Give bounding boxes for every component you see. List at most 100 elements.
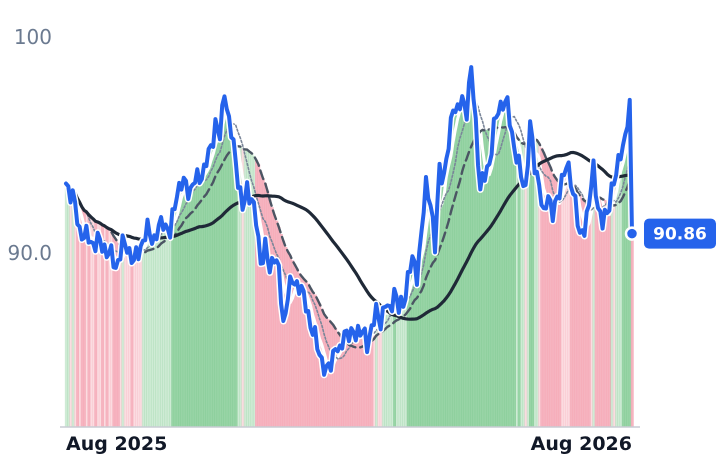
up-band-bar: [191, 184, 195, 427]
up-band-bar: [250, 153, 254, 427]
down-band-bar: [128, 248, 132, 427]
up-band-bar: [510, 128, 514, 427]
up-band-bar: [621, 145, 625, 427]
up-band-bar: [485, 129, 489, 427]
down-band-bar: [553, 177, 557, 427]
up-band-bar: [406, 271, 410, 427]
ma-dashed-line: [64, 125, 634, 349]
last-value-badge: [644, 218, 716, 249]
up-band-bar: [429, 205, 433, 427]
up-band-bar: [184, 180, 188, 427]
up-band-bar: [490, 129, 494, 427]
up-band-bar: [420, 231, 424, 427]
up-band-bar: [440, 183, 444, 427]
up-band-bar: [610, 183, 614, 427]
up-band-bar: [198, 183, 202, 427]
up-band-bar: [517, 139, 521, 427]
up-band-bar: [64, 183, 68, 427]
up-band-bar: [189, 187, 193, 427]
up-band-bar: [454, 112, 458, 427]
up-band-bar: [411, 256, 415, 427]
up-band-bar: [150, 243, 154, 427]
up-band-bar: [626, 126, 630, 428]
down-band-bar: [572, 184, 575, 427]
up-band-bar: [522, 143, 526, 427]
down-band-bar: [542, 152, 546, 427]
down-band-bar: [576, 192, 580, 427]
down-band-bar: [359, 335, 363, 427]
up-band-bar: [232, 139, 236, 428]
up-band-bar: [472, 99, 476, 427]
down-band-bar: [368, 337, 372, 427]
up-band-bar: [449, 117, 453, 427]
up-band-bar: [252, 155, 256, 427]
up-band-bar: [381, 307, 385, 427]
x-tick-label: Aug 2025: [66, 433, 167, 455]
up-band-bar: [513, 132, 516, 427]
up-band-bar: [384, 306, 387, 427]
down-band-bar: [96, 222, 100, 427]
up-band-bar: [196, 169, 200, 427]
down-band-bar: [544, 157, 548, 427]
down-band-bar: [76, 198, 80, 427]
last-value-marker: [624, 226, 640, 241]
up-band-bar: [413, 261, 417, 427]
down-band-bar: [556, 180, 560, 427]
down-band-bar: [578, 195, 582, 427]
down-band-bar: [293, 264, 297, 427]
down-band-bar: [316, 299, 320, 427]
down-band-bar: [286, 251, 290, 427]
up-band-bar: [504, 101, 507, 428]
up-band-bar: [157, 224, 161, 427]
down-band-bar: [332, 324, 335, 427]
up-band-bar: [499, 101, 503, 427]
down-band-bar: [123, 243, 127, 427]
up-band-bar: [248, 151, 252, 427]
up-band-bar: [395, 296, 399, 427]
up-band-bar: [470, 67, 473, 427]
down-band-bar: [334, 328, 338, 427]
down-band-bar: [82, 210, 86, 427]
up-band-bar: [592, 160, 596, 427]
up-band-bar: [488, 129, 492, 427]
down-band-bar: [116, 242, 120, 427]
up-band-bar: [173, 209, 177, 427]
down-band-bar: [596, 197, 600, 427]
down-band-bar: [608, 203, 612, 427]
down-band-bar: [583, 200, 587, 427]
up-band-bar: [497, 113, 501, 428]
down-band-bar: [350, 328, 353, 427]
up-band-bar: [212, 146, 215, 427]
down-band-bar: [241, 148, 245, 427]
up-band-bar: [155, 239, 159, 427]
down-band-bar: [103, 225, 107, 427]
down-band-bar: [78, 202, 82, 427]
up-band-bar: [180, 189, 184, 427]
down-band-bar: [126, 247, 129, 427]
down-band-bar: [139, 246, 143, 427]
up-band-bar: [214, 119, 218, 427]
up-band-bar: [447, 148, 451, 428]
up-band-bar: [67, 184, 70, 427]
down-band-bar: [594, 195, 598, 427]
up-band-bar: [245, 149, 249, 428]
down-band-bar: [354, 340, 358, 427]
down-band-bar: [268, 199, 272, 427]
up-band-bar: [458, 109, 462, 427]
down-band-bar: [590, 186, 593, 427]
up-band-bar: [409, 271, 412, 427]
down-band-bar: [73, 192, 77, 427]
down-band-bar: [114, 239, 118, 427]
up-band-bar: [223, 96, 227, 428]
up-band-bar: [159, 217, 163, 427]
down-band-bar: [574, 188, 578, 427]
up-band-bar: [205, 166, 209, 427]
down-band-bar: [345, 330, 349, 427]
up-band-bar: [187, 198, 190, 427]
down-band-bar: [309, 288, 313, 427]
down-band-bar: [264, 183, 267, 427]
x-tick-label: Aug 2026: [531, 433, 632, 455]
down-band-bar: [105, 227, 109, 427]
down-band-bar: [270, 207, 274, 427]
down-band-bar: [587, 201, 591, 427]
